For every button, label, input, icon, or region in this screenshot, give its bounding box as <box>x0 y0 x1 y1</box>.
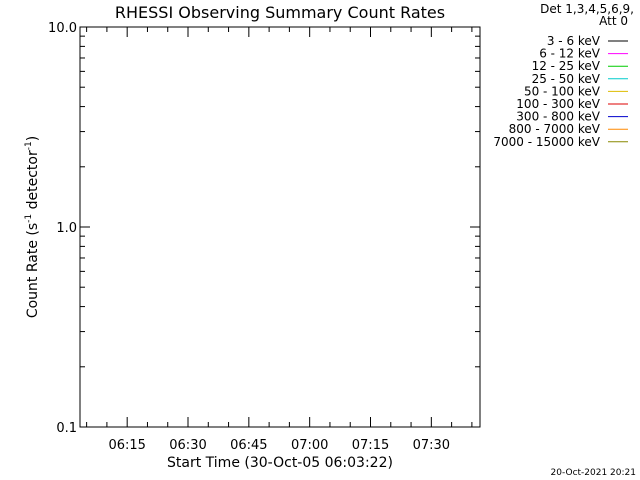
x-axis-tick-labels: 06:15 06:30 06:45 07:00 07:15 07:30 <box>108 438 450 453</box>
y-tick-label: 1.0 <box>56 221 77 236</box>
legend-label: 300 - 800 keV <box>516 110 600 124</box>
y-tick-label: 10.0 <box>48 21 77 36</box>
legend-label: 800 - 7000 keV <box>509 122 601 136</box>
y-axis-label: Count Rate (s-1 detector-1) <box>24 136 41 318</box>
x-tick-label: 07:00 <box>291 438 328 453</box>
legend-label: 12 - 25 keV <box>532 59 601 73</box>
y-axis-ticks <box>80 26 480 428</box>
legend-label: 100 - 300 keV <box>516 97 600 111</box>
timestamp: 20-Oct-2021 20:21 <box>551 468 636 478</box>
x-tick-label: 07:30 <box>413 438 450 453</box>
x-axis-ticks <box>86 27 473 427</box>
x-tick-label: 06:15 <box>108 438 145 453</box>
y-axis-label-end: ) <box>25 136 41 141</box>
legend-label: 50 - 100 keV <box>524 84 601 98</box>
y-tick-label: 0.1 <box>56 421 77 436</box>
legend-label: 7000 - 15000 keV <box>493 135 600 149</box>
y-axis-label-main: Count Rate (s <box>25 223 41 318</box>
y-axis-label-sup2: -1 <box>24 141 34 150</box>
legend-label: 6 - 12 keV <box>539 47 601 61</box>
y-axis-tick-labels: 0.1 1.0 10.0 <box>48 21 77 436</box>
chart-title: RHESSI Observing Summary Count Rates <box>115 3 445 22</box>
x-tick-label: 06:30 <box>169 438 206 453</box>
x-tick-label: 07:15 <box>352 438 389 453</box>
legend-label: 25 - 50 keV <box>532 72 601 86</box>
y-axis-label-mid: detector <box>25 150 41 214</box>
y-axis-label-sup1: -1 <box>24 214 34 223</box>
legend-label: 3 - 6 keV <box>547 34 601 48</box>
legend-header-line-2: Att 0 <box>599 14 628 28</box>
legend-header-line-1: Det 1,3,4,5,6,9, <box>540 2 634 16</box>
x-axis-label: Start Time (30-Oct-05 06:03:22) <box>167 455 393 471</box>
x-tick-label: 06:45 <box>230 438 267 453</box>
